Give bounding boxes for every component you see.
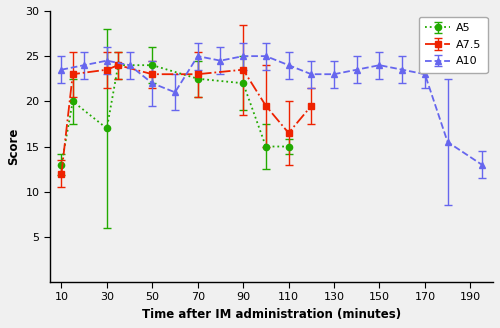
Legend: A5, A7.5, A10: A5, A7.5, A10 bbox=[419, 16, 488, 73]
X-axis label: Time after IM administration (minutes): Time after IM administration (minutes) bbox=[142, 308, 401, 321]
Y-axis label: Score: Score bbox=[7, 128, 20, 165]
